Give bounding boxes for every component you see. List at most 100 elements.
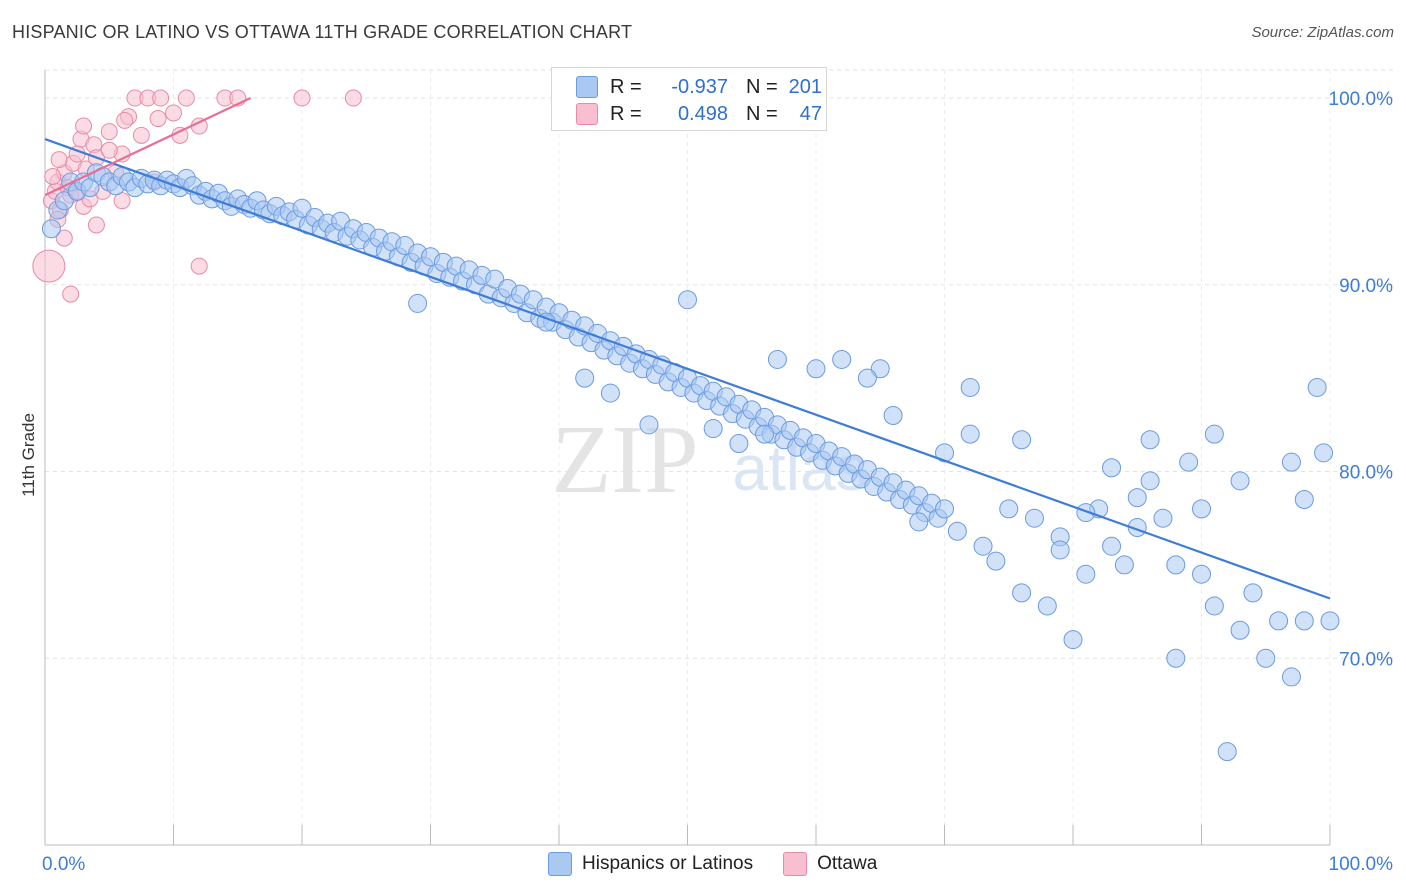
hispanic-point (883, 405, 903, 425)
tick-labels: 100.0% 90.0% 80.0% 70.0% 0.0% 100.0% (42, 89, 1393, 875)
ottawa-point (165, 104, 182, 122)
hispanic-point (1269, 611, 1289, 631)
ottawa-point (44, 167, 62, 185)
hispanic-point (1314, 443, 1334, 463)
legend-n-label: N = (746, 75, 778, 98)
series-legend: Hispanics or Latinos Ottawa (548, 852, 907, 876)
hispanic-point (292, 198, 312, 218)
hispanic-point (1294, 490, 1314, 510)
legend-item-ottawa[interactable]: Ottawa (783, 852, 877, 876)
ottawa-point (75, 117, 93, 135)
hispanic-point (1192, 564, 1211, 584)
hispanic-point (986, 551, 1006, 571)
ottawa-point (152, 89, 170, 107)
hispanic-point (1320, 611, 1340, 631)
hispanic-point (1153, 508, 1173, 528)
hispanic-point (1012, 430, 1032, 450)
ottawa-point (293, 89, 311, 107)
hispanic-point (960, 377, 980, 397)
ottawa-point (149, 110, 167, 128)
legend-n-value: 201 (788, 75, 822, 98)
hispanic-point (1127, 488, 1147, 508)
hispanic-point (1102, 536, 1122, 556)
hispanic-point (1102, 458, 1122, 478)
legend-row-hispanic: R = -0.937 N = 201 (576, 74, 822, 100)
hispanic-points (41, 163, 1340, 762)
hispanic-point (999, 499, 1019, 519)
hispanic-point (1114, 555, 1134, 575)
y-tick-label: 90.0% (1339, 276, 1393, 297)
ottawa-point (87, 216, 105, 234)
hispanic-point (1166, 555, 1186, 575)
hispanic-point (729, 433, 749, 453)
hispanic-point (973, 536, 993, 556)
ottawa-point (50, 151, 68, 169)
hispanic-point (1281, 452, 1301, 472)
legend-r-value: 0.498 (677, 102, 728, 125)
legend-label-hispanics: Hispanics or Latinos (582, 853, 754, 874)
hispanic-point (678, 290, 697, 310)
hispanic-point (408, 293, 428, 313)
legend-row-ottawa: R = 0.498 N = 47 (576, 101, 822, 127)
hispanic-point (1230, 471, 1250, 491)
hispanic-point (1050, 540, 1070, 560)
hispanic-point (832, 349, 852, 369)
chart-title: HISPANIC OR LATINO VS OTTAWA 11TH GRADE … (12, 22, 633, 42)
legend-n-label: N = (746, 102, 778, 125)
hispanic-point (485, 269, 505, 289)
ottawa-trend-line (44, 97, 252, 197)
hispanic-point (54, 191, 74, 211)
hispanic-point (1204, 424, 1224, 444)
hispanic-point (41, 219, 61, 239)
y-tick-label: 80.0% (1339, 463, 1393, 484)
hispanic-point (1256, 648, 1276, 668)
ottawa-point (32, 249, 66, 283)
hispanic-point (1076, 503, 1096, 523)
hispanic-point (1281, 667, 1301, 687)
ottawa-point (55, 229, 73, 247)
hispanic-point (767, 349, 787, 369)
legend-label-ottawa: Ottawa (817, 853, 878, 874)
hispanic-point (1063, 630, 1083, 650)
hispanic-point (1140, 430, 1160, 450)
stats-legend: R = -0.937 N = 201 R = 0.498 N = 47 (551, 67, 827, 131)
hispanic-point (1037, 596, 1057, 616)
hispanic-point (575, 368, 595, 388)
ottawa-point (177, 89, 195, 107)
hispanic-point (1024, 508, 1044, 528)
ottawa-point (100, 123, 118, 141)
hispanic-point (857, 368, 877, 388)
x-tick-label: 0.0% (42, 854, 85, 875)
hispanic-point (1230, 620, 1250, 640)
hispanic-point (947, 521, 967, 541)
y-tick-label: 70.0% (1339, 649, 1393, 670)
hispanic-point (1192, 499, 1211, 519)
legend-r-value: -0.937 (671, 75, 728, 98)
hispanic-point (1076, 564, 1096, 584)
hispanic-point (1217, 742, 1237, 762)
hispanic-point (755, 424, 775, 444)
hispanic-trend-line (44, 138, 1331, 600)
legend-r-label: R = (610, 102, 642, 125)
hispanic-point (1307, 377, 1327, 397)
legend-swatch-pink (576, 103, 598, 125)
hispanic-point (639, 415, 659, 435)
ottawa-point (190, 257, 208, 275)
legend-item-hispanics[interactable]: Hispanics or Latinos (548, 852, 753, 876)
legend-swatch-pink (783, 852, 808, 876)
hispanic-point (1179, 452, 1199, 472)
legend-r-label: R = (610, 75, 642, 98)
trend-lines (44, 97, 1331, 600)
watermark-zip: ZIP (552, 406, 699, 514)
hispanic-point (1012, 583, 1032, 603)
ottawa-point (344, 89, 362, 107)
hispanic-point (1294, 611, 1314, 631)
hispanic-point (600, 383, 620, 403)
hispanic-point (935, 499, 954, 519)
y-tick-label: 100.0% (1329, 89, 1394, 110)
ottawa-point (132, 126, 150, 144)
hispanic-point (703, 419, 723, 439)
x-tick-label: 100.0% (1329, 854, 1394, 875)
hispanic-point (870, 359, 890, 379)
